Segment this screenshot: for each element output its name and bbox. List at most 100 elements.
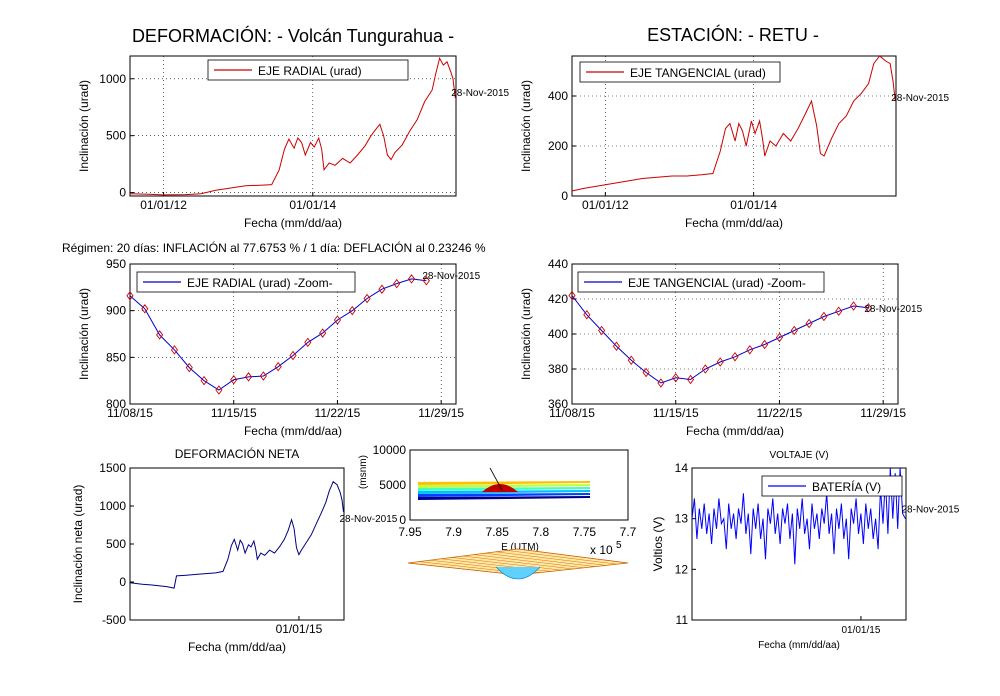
tangencial_zoom-data-marker — [701, 364, 709, 374]
radial_zoom-xtick-label: 11/15/15 — [211, 406, 257, 420]
topo-exponent: x 10 — [590, 543, 613, 557]
voltaje-plot: 11 12 13 14 01/01/15 28-Nov-2015 Fecha (mm/dd/… — [651, 450, 960, 651]
radial-ylabel: Inclinación (urad) — [77, 80, 91, 172]
radial_zoom-xtick-label: 11/22/15 — [315, 406, 361, 420]
tangencial_zoom-data-marker — [686, 374, 695, 385]
radial_zoom-data-marker — [141, 304, 149, 314]
mesh-line — [506, 550, 618, 565]
radial-plot: 0 500 1000 01/01/12 01/01/14 28-Nov-2015 Fecha… — [77, 55, 510, 230]
neta-plot: -500 0 500 1000 1500 01/01/15 28-Nov-2015 Fecha… — [71, 446, 398, 654]
neta-end-label: 28-Nov-2015 — [340, 514, 398, 525]
topo-pointer — [489, 467, 503, 491]
radial_zoom-ytick-label: 850 — [106, 350, 126, 364]
radial_zoom-end-label: 28-Nov-2015 — [422, 271, 480, 282]
tangencial_zoom-data-marker — [612, 341, 621, 351]
radial_zoom-data-marker — [422, 276, 430, 286]
tangencial_zoom-data-marker — [805, 318, 813, 329]
mesh-line — [407, 562, 519, 576]
left-main-title: DEFORMACIÓN: - Volcán Tungurahua - — [132, 25, 454, 46]
radial-xtick-label: 01/01/12 — [140, 198, 187, 212]
tangencial_zoom-ytick-label: 440 — [548, 257, 568, 271]
tangencial_zoom-plot: 360 380 400 420 440 11/08/15 11/15/15 11/22/15 1… — [519, 257, 923, 438]
radial_zoom-data-marker — [200, 375, 208, 386]
radial_zoom-data-marker — [289, 350, 297, 361]
tangencial_zoom-data-marker — [672, 373, 680, 383]
topo-summit — [482, 484, 518, 492]
tangencial_zoom-data-marker — [849, 301, 858, 311]
tangencial-ytick-label: 400 — [548, 89, 568, 103]
radial_zoom-data-marker — [304, 337, 312, 348]
radial_zoom-xtick-label: 11/29/15 — [418, 406, 464, 420]
tangencial_zoom-data-marker — [568, 290, 576, 301]
voltaje-ylabel: Voltios (V) — [651, 517, 665, 572]
voltaje-ytick-label: 14 — [675, 461, 689, 475]
topo-plot: 7.95 7.9 7.85 7.8 7.75 7.7 0 5000 10000 E (UTM) (m… — [358, 443, 637, 580]
topo-exponent-power: 5 — [616, 540, 622, 551]
tangencial_zoom-ytick-label: 360 — [548, 397, 568, 411]
radial_zoom-data-marker — [259, 371, 267, 381]
mesh-line — [495, 551, 607, 566]
radial-ytick-label: 1000 — [99, 72, 126, 86]
topo-xtick-label: 7.85 — [486, 525, 510, 539]
voltaje-end-label: 28-Nov-2015 — [902, 505, 960, 516]
radial-legend-box — [207, 59, 409, 81]
voltaje-ytick-label: 13 — [675, 512, 689, 526]
topo-band — [418, 496, 590, 500]
tangencial_zoom-data-marker — [761, 339, 769, 350]
tangencial_zoom-end-label: 28-Nov-2015 — [864, 304, 922, 315]
neta-series-line — [129, 480, 344, 589]
tangencial_zoom-data-marker — [835, 306, 843, 316]
tangencial_zoom-data-marker — [642, 367, 650, 378]
topo-xtick-label: 7.75 — [573, 525, 597, 539]
tangencial_zoom-ytick-label: 380 — [548, 362, 568, 376]
tangencial_zoom-xtick-label: 11/15/15 — [653, 406, 699, 420]
topo-xtick-label: 7.95 — [398, 525, 422, 539]
radial_zoom-xtick-label: 11/08/15 — [107, 406, 153, 420]
voltaje-legend-label: BATERÍA (V) — [812, 479, 881, 494]
radial_zoom-data-marker — [244, 372, 253, 382]
tangencial_zoom-legend-box — [577, 271, 825, 293]
radial_zoom-data-marker — [363, 293, 371, 304]
radial-legend-label: EJE RADIAL (urad) — [258, 64, 362, 78]
tangencial_zoom-legend-label: EJE TANGENCIAL (urad) -Zoom- — [628, 276, 806, 290]
regimen-label: Régimen: 20 días: INFLACIÓN al 77.6753 %… — [62, 240, 486, 255]
neta-xlabel: Fecha (mm/dd/aa) — [188, 640, 286, 654]
tangencial_zoom-xtick-label: 11/29/15 — [860, 406, 906, 420]
tangencial_zoom-xtick-label: 11/08/15 — [549, 406, 595, 420]
topo-band — [418, 493, 590, 497]
voltaje-xtick-label: 01/01/15 — [841, 625, 880, 636]
tangencial-series-line — [571, 55, 896, 192]
radial_zoom-ylabel: Inclinación (urad) — [77, 288, 91, 380]
radial-xlabel: Fecha (mm/dd/aa) — [244, 216, 342, 230]
tangencial_zoom-data-marker — [775, 332, 784, 343]
radial-series-line — [129, 56, 456, 196]
radial_zoom-ytick-label: 800 — [106, 397, 126, 411]
radial_zoom-series-line — [129, 278, 427, 391]
neta-xtick-label: 01/01/15 — [276, 622, 323, 636]
topo-xtick-label: 7.8 — [532, 525, 549, 539]
voltaje-xlabel: Fecha (mm/dd/aa) — [758, 640, 840, 651]
tangencial-end-label: 28-Nov-2015 — [891, 93, 949, 104]
tangencial_zoom-ylabel: Inclinación (urad) — [519, 288, 533, 380]
topo-xlabel: E (UTM) — [501, 542, 539, 553]
radial-xtick-label: 01/01/14 — [289, 198, 336, 212]
tangencial_zoom-ytick-label: 400 — [548, 327, 568, 341]
tangencial_zoom-data-marker — [627, 355, 635, 365]
tangencial_zoom-data-marker — [657, 378, 665, 388]
mesh-line — [473, 554, 585, 568]
tangencial_zoom-data-marker — [598, 325, 606, 336]
right-main-title: ESTACIÓN: - RETU - — [647, 24, 819, 45]
tangencial_zoom-xlabel: Fecha (mm/dd/aa) — [686, 424, 784, 438]
radial_zoom-data-marker — [407, 274, 416, 284]
radial-ytick-label: 0 — [119, 186, 126, 200]
tangencial_zoom-data-marker — [583, 310, 591, 320]
topo-ytick-label: 0 — [399, 513, 406, 527]
tangencial_zoom-data-marker — [790, 325, 798, 336]
topo-ylabel: (msnm) — [358, 455, 369, 489]
tangencial-legend-label: EJE TANGENCIAL (urad) — [630, 66, 766, 80]
mesh-depression — [495, 566, 541, 580]
neta-ytick-label: 0 — [119, 575, 126, 589]
voltaje-title: VOLTAJE (V) — [769, 450, 828, 461]
radial_zoom-data-marker — [319, 328, 327, 338]
